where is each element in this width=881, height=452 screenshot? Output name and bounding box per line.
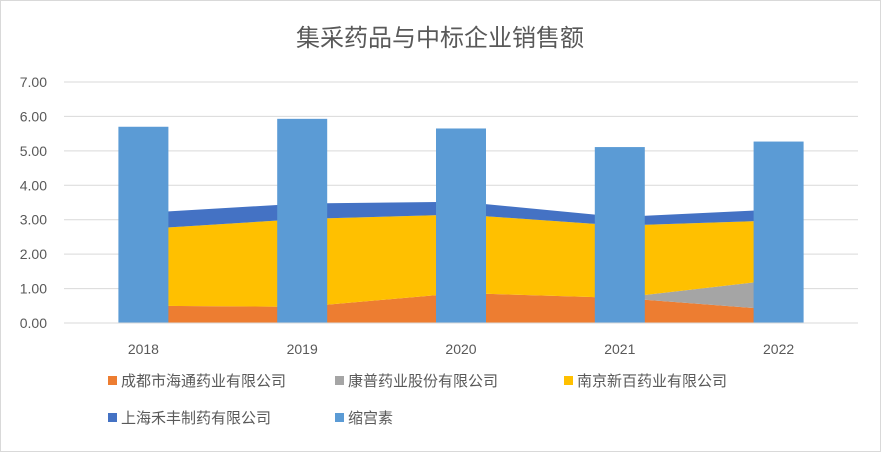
legend-item: 缩宫素 (335, 409, 393, 427)
bar (753, 141, 804, 323)
bar (436, 128, 486, 323)
legend-label: 南京新百药业有限公司 (577, 372, 727, 390)
legend-swatch (564, 376, 573, 385)
legend-swatch (108, 413, 117, 422)
y-tick-label: 6.00 (20, 108, 47, 124)
chart-title: 集采药品与中标企业销售额 (296, 24, 584, 52)
axes: 0.00 1.00 2.00 3.00 4.00 5.00 6.00 7.00 2018 2019… (20, 74, 858, 357)
y-tick-label: 1.00 (20, 281, 47, 297)
y-tick-label: 5.00 (20, 143, 47, 159)
legend-item: 康普药业股份有限公司 (335, 372, 498, 390)
x-tick-label: 2019 (287, 341, 318, 357)
legend-label: 康普药业股份有限公司 (348, 372, 498, 390)
x-tick-label: 2020 (445, 341, 476, 357)
x-tick-label: 2018 (128, 341, 159, 357)
x-tick-label: 2022 (763, 341, 794, 357)
y-tick-label: 2.00 (20, 246, 47, 262)
y-tick-label: 0.00 (20, 315, 47, 331)
legend: 成都市海通药业有限公司 康普药业股份有限公司 南京新百药业有限公司上海禾丰制药有限公… (108, 372, 727, 427)
legend-swatch (335, 413, 344, 422)
bars (118, 118, 804, 324)
y-tick-label: 3.00 (20, 212, 47, 228)
legend-item: 上海禾丰制药有限公司 (108, 409, 271, 427)
legend-label: 上海禾丰制药有限公司 (121, 409, 271, 427)
y-tick-label: 4.00 (20, 177, 47, 193)
legend-swatch (335, 376, 344, 385)
y-tick-label: 7.00 (20, 74, 47, 90)
bar (594, 147, 645, 323)
legend-label: 缩宫素 (348, 409, 393, 427)
legend-item: 南京新百药业有限公司 (564, 372, 727, 390)
bar (118, 126, 169, 323)
legend-swatch (108, 376, 117, 385)
area-series (143, 279, 779, 310)
legend-item: 成都市海通药业有限公司 (108, 372, 286, 390)
x-tick-label: 2021 (604, 341, 635, 357)
bar (277, 118, 328, 324)
legend-label: 成都市海通药业有限公司 (121, 372, 286, 390)
